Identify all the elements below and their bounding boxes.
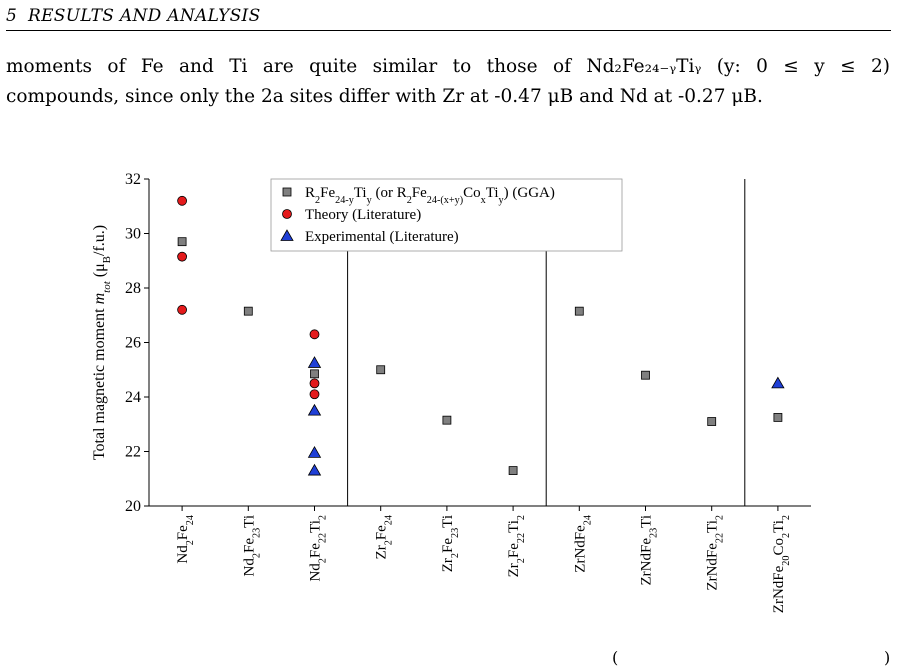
x-tick-label: ZrNdFe24	[572, 515, 593, 573]
data-markers	[177, 195, 785, 476]
square-marker	[773, 413, 783, 422]
square-marker	[707, 417, 717, 426]
x-tick-label: Zr2Fe23Ti	[440, 515, 461, 572]
y-tick-label: 28	[125, 280, 141, 297]
circle-marker	[177, 304, 187, 315]
legend-box	[270, 178, 623, 252]
running-header: 5 RESULTS AND ANALYSIS	[6, 2, 891, 31]
x-tick-label: ZrNdFe22Ti2	[705, 515, 726, 591]
y-tick-label: 30	[125, 226, 141, 243]
footer-left-paren: (	[612, 648, 619, 667]
paragraph-line-2: compounds, since only the 2a sites diffe…	[6, 86, 763, 107]
triangle-marker	[771, 376, 785, 389]
legend-label: Experimental (Literature)	[305, 229, 459, 245]
x-tick-label: ZrNdFe20Co2Ti2	[771, 515, 792, 613]
section-title: RESULTS AND ANALYSIS	[28, 6, 261, 26]
circle-marker	[309, 329, 320, 340]
paragraph-line-1: moments of Fe and Ti are quite similar t…	[6, 56, 890, 77]
x-tick-label: Nd2Fe23Ti	[241, 515, 261, 576]
x-tick-label: ZrNdFe23Ti	[639, 515, 660, 586]
y-tick-label: 22	[125, 444, 141, 461]
legend-label: Theory (Literature)	[305, 207, 421, 223]
square-marker	[508, 466, 518, 475]
circle-marker	[309, 389, 320, 400]
x-tick-label: Nd2Fe24	[175, 515, 196, 564]
y-tick-label: 20	[125, 498, 141, 515]
triangle-marker	[307, 356, 322, 368]
y-axis: 20 22 24 26 28 30 32	[125, 171, 150, 515]
y-axis-label: Total magnetic moment mtot (μB/f.u.)	[91, 225, 113, 460]
circle-marker	[177, 251, 187, 262]
square-marker	[310, 369, 319, 379]
triangle-marker	[307, 403, 322, 416]
legend-label: R2Fe24-yTiy (or R2Fe24-(x+y)CoxTiy) (GGA…	[305, 185, 555, 206]
square-marker	[574, 306, 584, 316]
magnetic-moment-chart: 20 22 24 26 28 30 32 Nd2Fe24 Nd2Fe23Ti Nd2Fe22Ti…	[91, 171, 811, 613]
x-tick-label: Zr2Fe24	[374, 515, 395, 559]
circle-marker	[177, 195, 187, 206]
square-marker	[243, 306, 253, 316]
square-marker	[177, 237, 187, 247]
legend-circle-icon	[282, 209, 292, 219]
footer-right-paren: )	[884, 648, 891, 667]
legend-square-icon	[282, 187, 292, 197]
y-tick-label: 32	[125, 171, 141, 188]
triangle-marker	[307, 446, 322, 458]
circle-marker	[309, 378, 320, 389]
section-number: 5	[6, 6, 18, 26]
square-marker	[442, 415, 452, 425]
x-tick-label: Zr2Fe22Ti2	[506, 515, 526, 577]
x-axis: Nd2Fe24 Nd2Fe23Ti Nd2Fe22Ti2 Zr2Fe24 Zr2Fe23…	[149, 505, 811, 613]
x-tick-label: Nd2Fe22Ti2	[308, 515, 329, 582]
triangle-marker	[307, 463, 322, 476]
y-tick-label: 24	[125, 389, 141, 406]
y-tick-label: 26	[125, 335, 141, 352]
legend-triangle-icon	[280, 229, 294, 241]
body-paragraph: moments of Fe and Ti are quite similar t…	[6, 52, 890, 112]
square-marker	[376, 365, 386, 375]
square-marker	[641, 370, 650, 380]
legend: R2Fe24-yTiy (or R2Fe24-(x+y)CoxTiy) (GGA…	[270, 178, 623, 252]
